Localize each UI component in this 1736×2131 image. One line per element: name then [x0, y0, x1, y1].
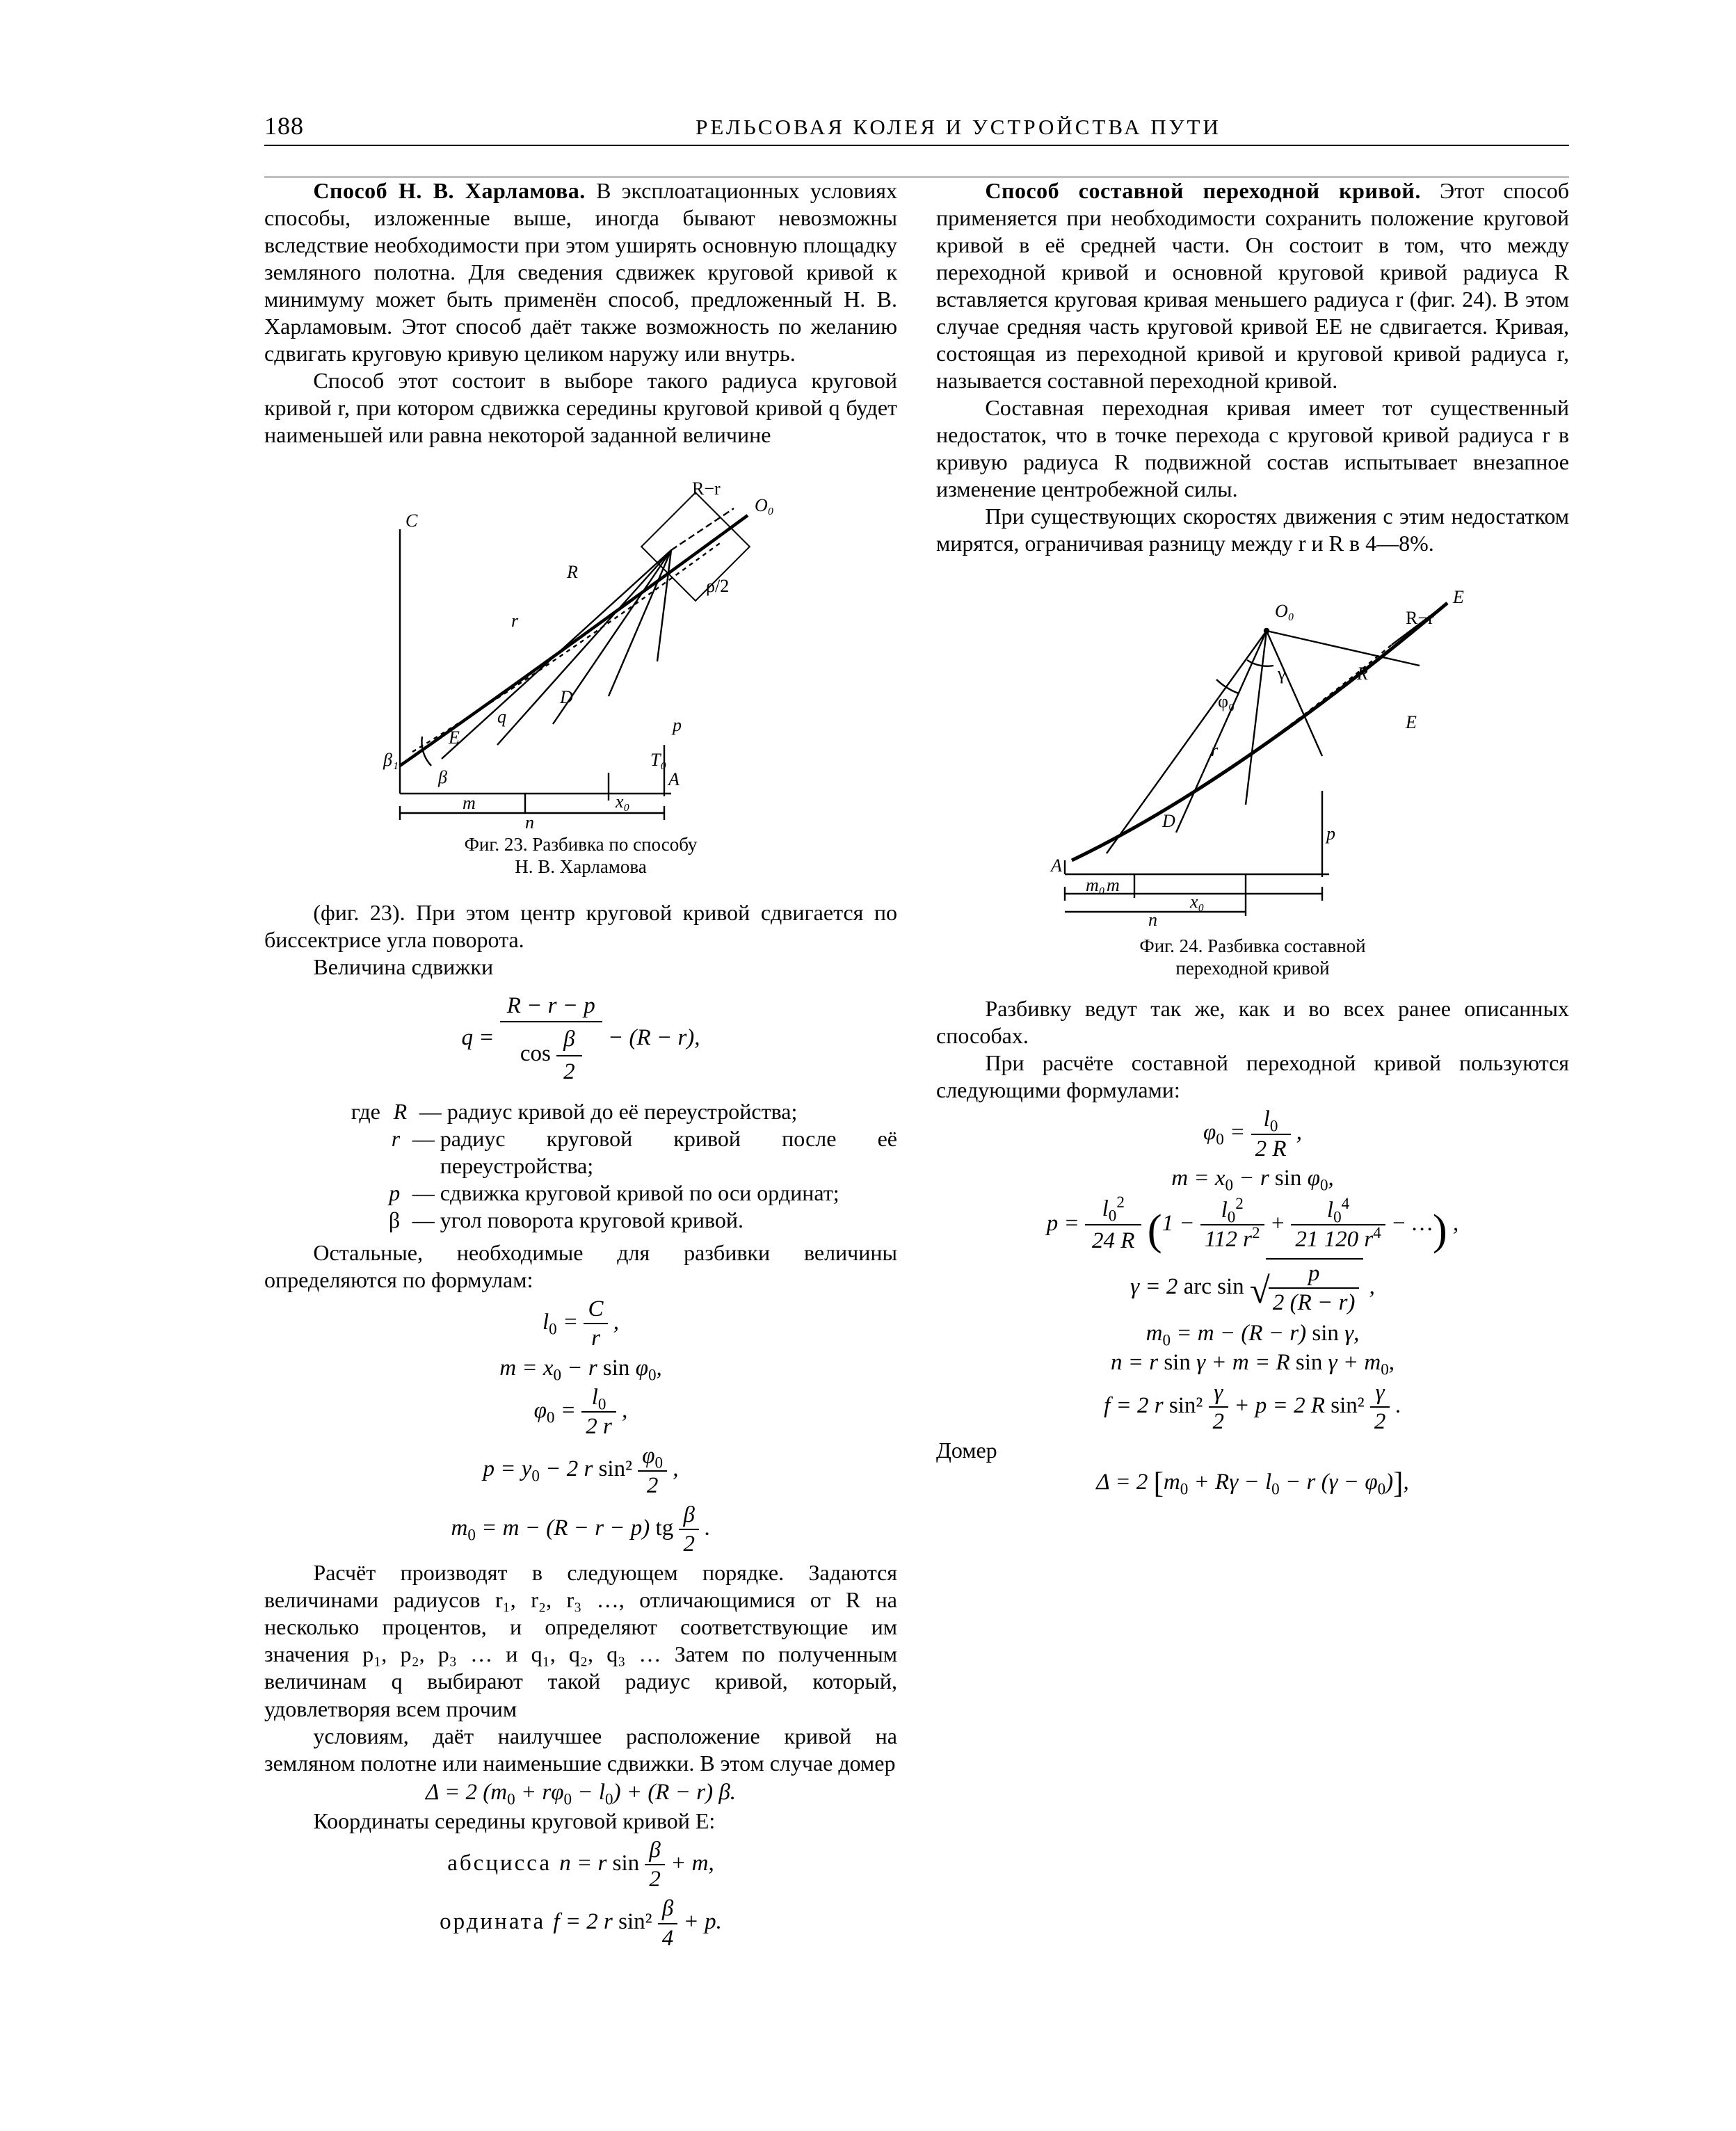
para-domer: Домер	[936, 1437, 1569, 1464]
svg-text:p: p	[1325, 823, 1335, 844]
svg-text:O₀: O₀	[755, 495, 774, 515]
para-l3: (фиг. 23). При этом центр круговой криво…	[264, 899, 897, 954]
svg-text:m: m	[1107, 875, 1120, 895]
svg-text:O₀: O₀	[1275, 601, 1294, 621]
svg-text:m: m	[463, 793, 476, 813]
svg-text:R−r: R−r	[1406, 608, 1434, 628]
formula-q: q = R − r − pcos β2 − (R − r),	[264, 990, 897, 1088]
formula-ordinate: ордината f = 2 r sin² β4 + p.	[264, 1895, 897, 1952]
svg-text:x₀: x₀	[615, 791, 630, 812]
para-r3: Способ составной переходной кривой. Этот…	[936, 177, 1569, 394]
figure-24-caption: Фиг. 24. Разбивка составной переходной к…	[936, 935, 1569, 980]
figure-23: C O₀ R−r R r ρ/2 β₁ β E q D T₀ A x₀ m n	[264, 467, 897, 878]
svg-text:A: A	[1050, 855, 1062, 876]
svg-text:E: E	[1452, 587, 1464, 607]
svg-text:x₀: x₀	[1189, 892, 1205, 912]
para-r5: При существующих скоростях движения с эт…	[936, 503, 1569, 557]
right-formula-block: φ0 = l02 R , m = x0 − r sin φ0, p = l022…	[936, 1105, 1569, 1436]
figure-23-caption: Фиг. 23. Разбивка по способу Н. В. Харла…	[264, 834, 897, 878]
svg-text:β: β	[437, 767, 447, 787]
svg-text:R−r: R−r	[692, 479, 721, 499]
body-columns: Способ Н. В. Харламова. В эксплоатационн…	[264, 177, 1569, 2000]
para-l6: Расчёт производят в следующем порядке. З…	[264, 1559, 897, 1722]
svg-text:R: R	[1356, 664, 1368, 684]
formula-delta1: Δ = 2 (m0 + rφ0 − l0) + (R − r) β.	[264, 1778, 897, 1806]
svg-text:D: D	[1162, 811, 1175, 831]
svg-text:E: E	[448, 727, 460, 748]
para-r4: Составная переходная кривая имеет тот су…	[936, 394, 1569, 503]
para-r7: При расчёте составной переходной кривой …	[936, 1050, 1569, 1104]
svg-text:R: R	[566, 562, 578, 582]
svg-text:E: E	[1405, 712, 1417, 732]
svg-text:m₀: m₀	[1086, 875, 1105, 895]
svg-text:T₀: T₀	[650, 750, 667, 770]
left-formula-block: l0 = Cr , m = x0 − r sin φ0, φ0 = l02 r …	[264, 1295, 897, 1558]
svg-text:q: q	[497, 707, 506, 727]
svg-text:γ: γ	[1277, 664, 1286, 684]
svg-text:n: n	[525, 812, 534, 828]
para-l4: Величина сдвижки	[264, 954, 897, 981]
svg-text:p: p	[671, 715, 682, 735]
para-r6: Разбивку ведут так же, как и во всех ран…	[936, 995, 1569, 1050]
svg-text:β₁: β₁	[383, 750, 399, 770]
lead-l1: Способ Н. В. Харламова.	[313, 178, 585, 203]
formula-delta2: Δ = 2 [m0 + Rγ − l0 − r (γ − φ0)],	[936, 1465, 1569, 1502]
svg-text:r: r	[1211, 740, 1219, 760]
svg-text:φ₀: φ₀	[1218, 691, 1235, 711]
svg-text:ρ/2: ρ/2	[706, 576, 729, 596]
figure-23-svg: C O₀ R−r R r ρ/2 β₁ β E q D T₀ A x₀ m n	[358, 467, 803, 828]
svg-text:D: D	[559, 687, 573, 707]
svg-text:r: r	[511, 611, 519, 631]
svg-text:C: C	[405, 510, 418, 531]
para-r2: Координаты середины круговой кривой E:	[264, 1808, 897, 1835]
para-r1: условиям, даёт наилучшее расположение кр…	[264, 1723, 897, 1777]
para-l5: Остальные, необходимые для разбивки вели…	[264, 1239, 897, 1294]
svg-text:n: n	[1148, 910, 1157, 930]
para-l1: Способ Н. В. Харламова. В эксплоатационн…	[264, 177, 897, 367]
header-title: РЕЛЬСОВАЯ КОЛЕЯ И УСТРОЙСТВА ПУТИ	[348, 115, 1569, 140]
figure-24: E R−r R r O₀ γ φ₀ E D A p m₀ m x₀ n Ф	[936, 575, 1569, 980]
definition-list: где R — радиус кривой до её переустройст…	[264, 1098, 897, 1234]
page-header: 188 РЕЛЬСОВАЯ КОЛЕЯ И УСТРОЙСТВА ПУТИ	[264, 111, 1569, 146]
formula-abscissa: абсцисса n = r sin β2 + m,	[264, 1836, 897, 1894]
para-l2: Способ этот состоит в выборе такого ради…	[264, 367, 897, 449]
figure-24-svg: E R−r R r O₀ γ φ₀ E D A p m₀ m x₀ n	[1030, 575, 1475, 930]
page-number: 188	[264, 111, 348, 140]
svg-text:A: A	[667, 769, 680, 789]
